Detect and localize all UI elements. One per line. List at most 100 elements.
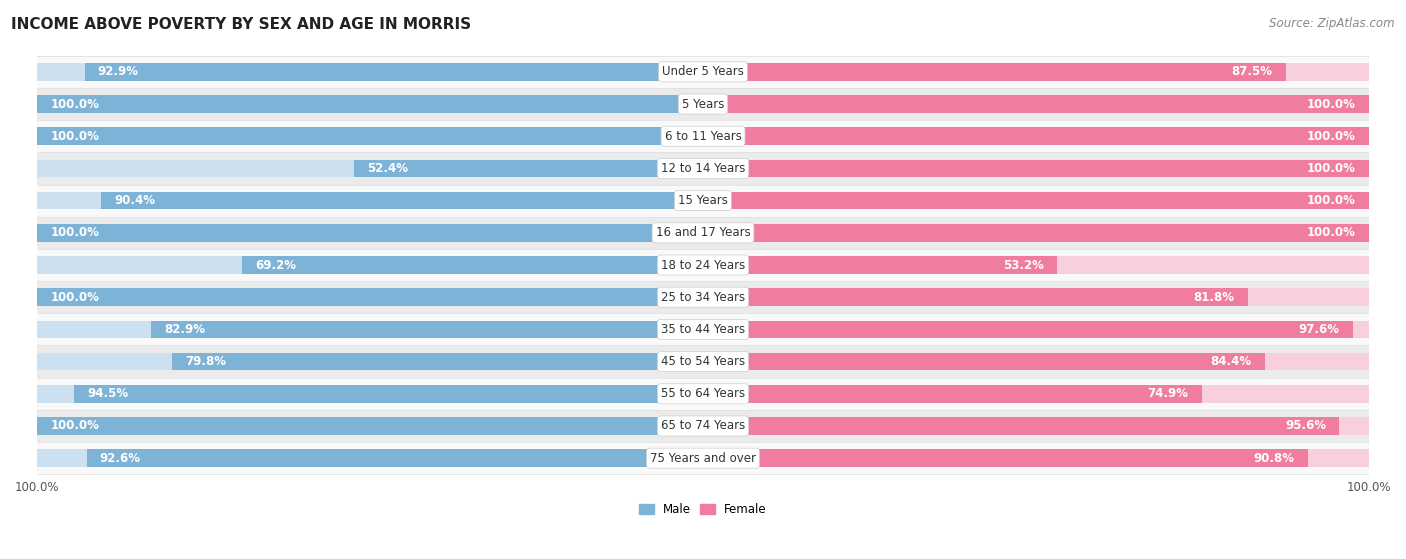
Text: 45 to 54 Years: 45 to 54 Years (661, 355, 745, 368)
Bar (37, 417, 703, 435)
Text: 100.0%: 100.0% (1306, 194, 1355, 207)
Bar (101, 192, 703, 210)
Bar (703, 353, 1369, 371)
Bar (172, 353, 703, 371)
Text: 100.0%: 100.0% (51, 226, 100, 239)
Text: 92.9%: 92.9% (98, 65, 139, 78)
Bar (37, 449, 703, 467)
Text: 95.6%: 95.6% (1285, 419, 1326, 433)
Text: 53.2%: 53.2% (1002, 258, 1043, 272)
Text: 16 and 17 Years: 16 and 17 Years (655, 226, 751, 239)
Text: 100.0%: 100.0% (51, 130, 100, 143)
Text: 79.8%: 79.8% (186, 355, 226, 368)
Bar (703, 353, 1265, 371)
Bar (703, 127, 1369, 145)
Bar (87, 449, 703, 467)
Bar (150, 320, 703, 338)
Text: 87.5%: 87.5% (1232, 65, 1272, 78)
Text: 81.8%: 81.8% (1194, 291, 1234, 304)
Bar (37, 127, 703, 145)
Bar (37, 120, 1369, 152)
Bar (37, 152, 1369, 184)
Text: 15 Years: 15 Years (678, 194, 728, 207)
Text: 5 Years: 5 Years (682, 97, 724, 111)
Bar (37, 288, 703, 306)
Bar (703, 127, 1369, 145)
Bar (37, 378, 1369, 410)
Bar (703, 320, 1369, 338)
Bar (37, 288, 703, 306)
Text: 100.0%: 100.0% (1306, 130, 1355, 143)
Text: 12 to 14 Years: 12 to 14 Years (661, 162, 745, 175)
Text: 55 to 64 Years: 55 to 64 Years (661, 387, 745, 400)
Text: INCOME ABOVE POVERTY BY SEX AND AGE IN MORRIS: INCOME ABOVE POVERTY BY SEX AND AGE IN M… (11, 17, 471, 32)
Bar (37, 345, 1369, 378)
Text: 6 to 11 Years: 6 to 11 Years (665, 130, 741, 143)
Text: 100.0%: 100.0% (1306, 162, 1355, 175)
Text: 65 to 74 Years: 65 to 74 Years (661, 419, 745, 433)
Bar (37, 63, 703, 80)
Text: 100.0%: 100.0% (51, 291, 100, 304)
Bar (37, 353, 703, 371)
Bar (37, 281, 1369, 313)
Bar (703, 288, 1369, 306)
Bar (37, 249, 1369, 281)
Bar (37, 192, 703, 210)
Bar (703, 288, 1247, 306)
Text: 35 to 44 Years: 35 to 44 Years (661, 323, 745, 336)
Bar (703, 224, 1369, 241)
Bar (703, 192, 1369, 210)
Bar (703, 159, 1369, 177)
Bar (37, 159, 703, 177)
Bar (703, 320, 1353, 338)
Text: 84.4%: 84.4% (1211, 355, 1251, 368)
Text: 18 to 24 Years: 18 to 24 Years (661, 258, 745, 272)
Text: 90.8%: 90.8% (1253, 452, 1294, 465)
Text: 25 to 34 Years: 25 to 34 Years (661, 291, 745, 304)
Text: 94.5%: 94.5% (87, 387, 128, 400)
Bar (703, 159, 1369, 177)
Text: 90.4%: 90.4% (114, 194, 156, 207)
Bar (703, 256, 1369, 274)
Bar (703, 417, 1340, 435)
Text: 100.0%: 100.0% (51, 419, 100, 433)
Bar (37, 127, 703, 145)
Bar (703, 95, 1369, 113)
Bar (354, 159, 703, 177)
Bar (703, 449, 1369, 467)
Bar (37, 224, 703, 241)
Bar (703, 63, 1285, 80)
Text: 100.0%: 100.0% (1306, 226, 1355, 239)
Text: 52.4%: 52.4% (367, 162, 409, 175)
Bar (37, 410, 1369, 442)
Bar (37, 385, 703, 402)
Text: 82.9%: 82.9% (165, 323, 205, 336)
Bar (703, 256, 1057, 274)
Bar (37, 320, 703, 338)
Text: 97.6%: 97.6% (1299, 323, 1340, 336)
Bar (703, 224, 1369, 241)
Bar (703, 63, 1369, 80)
Bar (84, 63, 703, 80)
Text: 74.9%: 74.9% (1147, 387, 1188, 400)
Bar (75, 385, 703, 402)
Bar (37, 224, 703, 241)
Bar (37, 442, 1369, 474)
Bar (37, 256, 703, 274)
Bar (37, 88, 1369, 120)
Bar (37, 417, 703, 435)
Text: 100.0%: 100.0% (51, 97, 100, 111)
Bar (37, 217, 1369, 249)
Bar (703, 417, 1369, 435)
Bar (37, 95, 703, 113)
Text: Source: ZipAtlas.com: Source: ZipAtlas.com (1270, 17, 1395, 30)
Bar (703, 95, 1369, 113)
Text: 100.0%: 100.0% (1306, 97, 1355, 111)
Legend: Male, Female: Male, Female (634, 498, 772, 520)
Bar (703, 449, 1308, 467)
Text: Under 5 Years: Under 5 Years (662, 65, 744, 78)
Bar (703, 192, 1369, 210)
Bar (37, 184, 1369, 217)
Text: 92.6%: 92.6% (100, 452, 141, 465)
Text: 69.2%: 69.2% (256, 258, 297, 272)
